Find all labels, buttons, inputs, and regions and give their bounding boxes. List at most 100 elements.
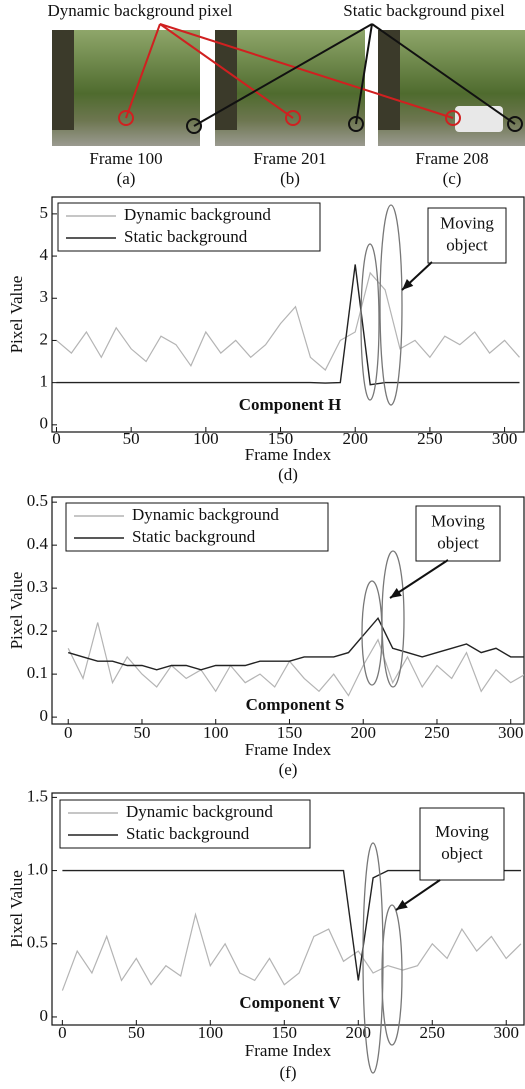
annotation-text: Moving xyxy=(431,511,485,530)
x-tick-label: 200 xyxy=(350,723,376,742)
highlight-ellipse xyxy=(381,550,405,688)
pointer-lines xyxy=(118,23,523,134)
frame-caption: (c) xyxy=(443,169,462,188)
legend-label: Static background xyxy=(132,527,256,546)
series-line xyxy=(62,869,521,981)
y-tick-label: 0.5 xyxy=(27,933,48,952)
component-label: Component V xyxy=(239,993,341,1012)
plot-frame xyxy=(51,196,525,433)
frame-caption: (b) xyxy=(280,169,300,188)
x-axis-label: Frame Index xyxy=(245,445,332,464)
car xyxy=(455,106,503,132)
tree-trunk xyxy=(378,30,400,130)
x-tick-label: 250 xyxy=(420,1023,446,1042)
plot-frame xyxy=(51,496,525,725)
series-line xyxy=(61,912,522,991)
frame-label: Frame 201 xyxy=(253,149,326,168)
annotation-text: object xyxy=(437,533,479,552)
y-tick-label: 4 xyxy=(40,245,49,264)
x-tick-label: 150 xyxy=(277,723,303,742)
x-tick-label: 50 xyxy=(128,1023,145,1042)
series-line xyxy=(56,264,520,386)
x-tick-label: 300 xyxy=(493,1023,519,1042)
highlight-ellipse xyxy=(379,204,403,406)
photo-label: Static background pixel xyxy=(343,1,505,20)
x-tick-label: 50 xyxy=(133,723,150,742)
series-line xyxy=(56,271,520,371)
x-tick-label: 200 xyxy=(342,429,368,448)
x-tick-label: 250 xyxy=(417,429,443,448)
legend-box xyxy=(65,502,329,552)
x-tick-label: 0 xyxy=(52,429,61,448)
x-tick-label: 100 xyxy=(203,723,229,742)
y-tick-label: 1 xyxy=(40,372,49,391)
annotation-arrow xyxy=(389,559,449,599)
caption: (f) xyxy=(280,1063,297,1082)
series-line xyxy=(68,616,524,671)
y-tick-label: 0.1 xyxy=(27,663,48,682)
x-tick-label: 300 xyxy=(498,723,524,742)
arrow-head xyxy=(396,899,408,910)
frame-label: Frame 208 xyxy=(415,149,488,168)
y-tick-label: 5 xyxy=(40,203,49,222)
legend-label: Dynamic background xyxy=(126,802,273,821)
photo xyxy=(52,30,200,146)
chart: 0 50 100 150 200 250 300 0 0.5 1.0 1.5 Frame Index P… xyxy=(7,786,525,1082)
annotation-box xyxy=(419,807,505,881)
y-axis-label: Pixel Value xyxy=(7,276,26,354)
y-tick-label: 2 xyxy=(40,329,49,348)
component-label: Component S xyxy=(246,695,345,714)
photo xyxy=(215,30,365,146)
legend-label: Dynamic background xyxy=(124,205,271,224)
arrow-head xyxy=(390,588,402,598)
tree-trunk xyxy=(52,30,74,130)
caption: (d) xyxy=(278,465,298,484)
legend-box xyxy=(57,202,321,252)
y-tick-label: 0.4 xyxy=(27,534,49,553)
y-tick-label: 1.5 xyxy=(27,786,48,805)
x-axis-label: Frame Index xyxy=(245,740,332,759)
y-tick-label: 0.2 xyxy=(27,620,48,639)
legend-label: Static background xyxy=(124,227,248,246)
legend-label: Dynamic background xyxy=(132,505,279,524)
highlight-ellipse xyxy=(360,243,380,401)
x-tick-label: 50 xyxy=(123,429,140,448)
frame-label: Frame 100 xyxy=(89,149,162,168)
y-tick-label: 0 xyxy=(40,706,49,725)
x-tick-label: 150 xyxy=(272,1023,298,1042)
series-line xyxy=(67,622,524,697)
highlight-ellipse xyxy=(381,904,403,1046)
x-tick-label: 0 xyxy=(58,1023,67,1042)
y-axis-label: Pixel Value xyxy=(7,572,26,650)
annotation-text: object xyxy=(441,844,483,863)
y-tick-label: 0.5 xyxy=(27,491,48,510)
annotation-text: object xyxy=(446,235,488,254)
arrow-head xyxy=(402,279,414,290)
x-tick-label: 200 xyxy=(346,1023,372,1042)
x-tick-label: 100 xyxy=(198,1023,224,1042)
legend-label: Static background xyxy=(126,824,250,843)
plot-frame xyxy=(51,792,525,1026)
annotation-text: Moving xyxy=(435,822,489,841)
frame-caption: (a) xyxy=(117,169,136,188)
y-tick-label: 0 xyxy=(40,414,49,433)
x-tick-label: 0 xyxy=(64,723,73,742)
y-tick-label: 1.0 xyxy=(27,859,48,878)
chart: 0 50 100 150 200 250 300 0 0.1 0.2 0.3 0.4 0.5 Frame … xyxy=(7,491,525,779)
x-tick-label: 150 xyxy=(268,429,294,448)
y-tick-label: 0 xyxy=(40,1006,49,1025)
component-label: Component H xyxy=(239,395,341,414)
chart: 0 50 100 150 200 250 300 0 1 2 3 4 5 Frame Index Pixel… xyxy=(7,196,525,484)
photo-panels: Dynamic background pixel Static backgrou… xyxy=(47,1,525,188)
legend-box xyxy=(59,799,311,849)
y-tick-label: 0.3 xyxy=(27,577,48,596)
annotation-box xyxy=(415,505,501,562)
highlight-ellipse xyxy=(362,842,384,1074)
photo-label: Dynamic background pixel xyxy=(47,1,232,20)
x-axis-label: Frame Index xyxy=(245,1041,332,1060)
caption: (e) xyxy=(279,760,298,779)
x-tick-label: 300 xyxy=(492,429,518,448)
y-tick-label: 3 xyxy=(40,287,49,306)
x-tick-label: 250 xyxy=(424,723,450,742)
